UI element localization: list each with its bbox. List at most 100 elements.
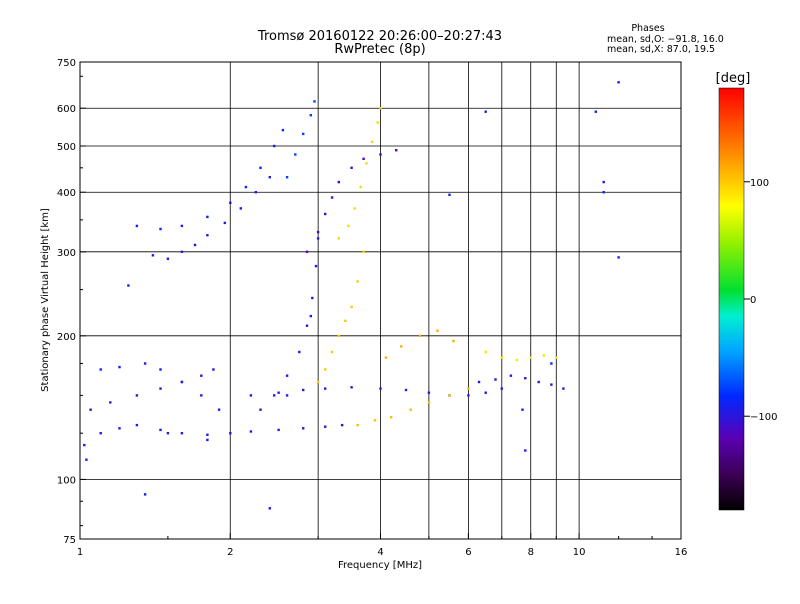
data-point	[537, 380, 540, 384]
y-tick-label: 300	[57, 248, 76, 259]
data-point	[206, 438, 209, 442]
data-point	[180, 432, 184, 435]
data-point	[159, 428, 162, 432]
data-point	[206, 215, 209, 219]
data-point	[316, 380, 320, 384]
data-point	[273, 144, 276, 148]
data-point	[294, 153, 297, 156]
chart-title: Tromsø 20160122 20:26:00–20:27:43	[257, 29, 502, 44]
x-axis-ticks: 1 2 4 6 8 10 16	[77, 533, 688, 558]
data-point	[379, 387, 382, 390]
data-point	[467, 387, 470, 390]
data-point	[277, 428, 280, 432]
data-point	[337, 237, 340, 240]
data-point	[309, 314, 312, 318]
data-point	[302, 388, 305, 392]
data-point	[344, 319, 347, 322]
data-point	[330, 350, 334, 354]
data-point	[550, 362, 553, 365]
data-point	[324, 425, 327, 428]
data-point	[350, 166, 353, 169]
data-point	[229, 432, 232, 435]
data-point	[500, 387, 503, 390]
data-point	[384, 356, 388, 359]
data-point	[362, 250, 365, 253]
data-point	[347, 224, 350, 228]
data-point	[371, 140, 374, 144]
data-point	[135, 423, 139, 427]
data-point	[594, 110, 597, 113]
data-point	[316, 237, 320, 240]
data-point	[206, 433, 209, 436]
x-tick-label: 8	[528, 547, 534, 558]
data-point	[85, 458, 88, 461]
data-point	[409, 408, 412, 411]
data-point	[268, 176, 271, 179]
data-point	[362, 157, 365, 160]
data-point	[379, 153, 382, 156]
data-point	[617, 81, 620, 84]
x-axis-label: Frequency [MHz]	[338, 560, 422, 571]
data-point	[359, 185, 362, 189]
data-point	[404, 388, 408, 392]
data-point	[159, 227, 162, 231]
colorbar-ticks: 100 0 −100	[744, 178, 777, 423]
data-point	[268, 507, 271, 510]
grid	[80, 62, 681, 539]
data-point	[229, 201, 232, 204]
data-point	[99, 368, 102, 371]
data-point	[302, 132, 305, 136]
data-point	[259, 408, 262, 411]
data-point	[83, 443, 86, 447]
data-point	[389, 416, 393, 419]
colorbar	[718, 87, 745, 511]
data-point	[254, 191, 257, 194]
data-point	[602, 180, 605, 184]
data-point	[376, 121, 379, 124]
data-point	[118, 427, 121, 430]
data-point	[337, 334, 340, 337]
data-point	[259, 166, 262, 169]
colorbar-label: [deg]	[716, 71, 751, 86]
stats-heading: Phases	[631, 23, 664, 34]
data-point	[602, 191, 605, 194]
y-tick-label: 75	[63, 535, 76, 546]
data-point	[277, 391, 280, 394]
data-point	[151, 254, 155, 257]
data-point	[206, 234, 209, 237]
data-point	[309, 114, 312, 117]
data-point	[223, 221, 226, 225]
data-point	[330, 196, 334, 199]
data-point	[418, 334, 422, 337]
x-tick-label: 1	[77, 547, 83, 558]
data-point	[302, 427, 305, 430]
data-point	[500, 356, 503, 359]
data-point	[305, 324, 309, 327]
data-point	[212, 368, 215, 371]
y-axis-ticks: 75 100 200 300 400 500 600 750	[57, 58, 86, 546]
data-point	[484, 391, 487, 394]
data-point	[305, 250, 309, 253]
data-point	[395, 149, 398, 152]
data-point	[166, 257, 170, 260]
data-point	[555, 356, 558, 359]
data-point	[529, 356, 532, 359]
x-tick-label: 16	[675, 547, 688, 558]
data-point	[180, 224, 184, 228]
data-point	[365, 162, 368, 165]
data-point	[273, 394, 276, 397]
data-point	[373, 419, 377, 422]
y-axis-label: Stationary phase Virtual Height [km]	[40, 208, 51, 392]
data-point	[249, 430, 253, 433]
data-point	[298, 350, 301, 354]
data-point	[524, 449, 527, 452]
data-point	[109, 401, 112, 404]
data-point	[180, 380, 184, 384]
data-point	[562, 387, 565, 390]
data-point	[324, 387, 327, 390]
data-point	[550, 383, 553, 386]
x-tick-label: 10	[573, 547, 586, 558]
y-tick-label: 500	[57, 142, 76, 153]
stats-x-line: mean, sd,X: 87.0, 19.5	[607, 44, 715, 55]
